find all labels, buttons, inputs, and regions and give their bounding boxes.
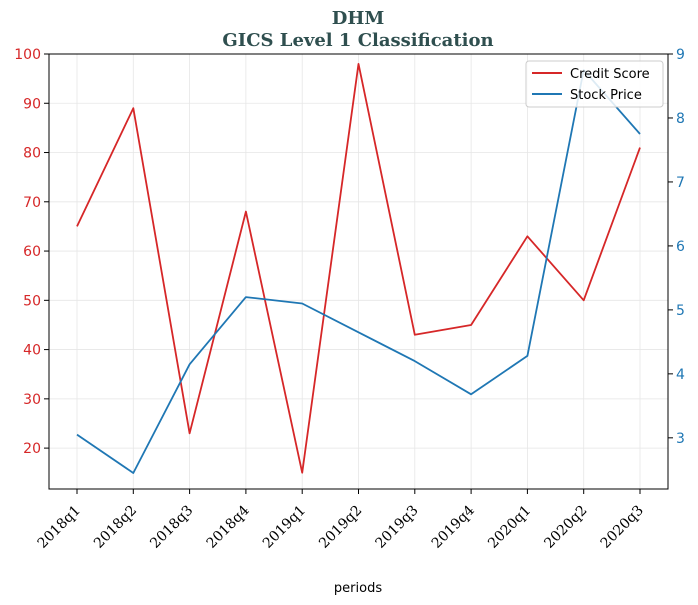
x-tick-label: 2019q2 <box>316 503 365 552</box>
legend-label-credit-score: Credit Score <box>570 67 650 82</box>
x-tick-label: 2020q3 <box>598 503 647 552</box>
series-layer <box>76 63 641 474</box>
x-tick-label: 2020q1 <box>485 503 534 552</box>
x-tick-label: 2019q3 <box>372 503 421 552</box>
y-right-tick-label: 3 <box>676 431 685 447</box>
y-left-tick-label: 70 <box>23 195 41 211</box>
x-tick-label: 2019q1 <box>260 503 309 552</box>
grid <box>49 53 668 489</box>
x-axis-label: periods <box>334 581 382 596</box>
y-left-tick-label: 30 <box>23 392 41 408</box>
y-left-tick-label: 100 <box>14 47 41 63</box>
y-left-tick-label: 40 <box>23 343 41 359</box>
x-axis: 2018q1 2018q2 2018q3 2018q4 2019q1 2019q2 2019… <box>35 489 647 552</box>
y-left-tick-label: 20 <box>23 441 41 457</box>
x-tick-label: 2018q3 <box>147 503 196 552</box>
x-tick-label: 2018q4 <box>204 502 253 551</box>
x-tick-label: 2018q1 <box>35 503 84 552</box>
y-axis-right: 3 4 5 6 7 8 9 <box>668 47 685 447</box>
y-left-tick-label: 80 <box>23 146 41 162</box>
y-axis-left: 20 30 40 50 60 70 80 90 100 <box>14 47 49 457</box>
y-right-tick-label: 4 <box>676 367 685 383</box>
chart-title: DHM <box>332 8 385 29</box>
legend-label-stock-price: Stock Price <box>570 88 642 103</box>
y-right-tick-label: 5 <box>676 303 685 319</box>
y-right-tick-label: 8 <box>676 111 685 127</box>
x-tick-label: 2018q2 <box>91 503 140 552</box>
legend: Credit Score Stock Price <box>525 60 664 108</box>
y-left-tick-label: 50 <box>23 293 41 309</box>
x-tick-label: 2019q4 <box>429 502 478 551</box>
y-right-tick-label: 7 <box>676 175 685 191</box>
y-left-tick-label: 90 <box>23 96 41 112</box>
series-line-stock-price <box>76 69 641 474</box>
y-left-tick-label: 60 <box>23 244 41 260</box>
y-right-tick-label: 6 <box>676 239 685 255</box>
x-tick-label: 2020q2 <box>541 503 590 552</box>
y-right-tick-label: 9 <box>676 47 685 63</box>
chart-subtitle: GICS Level 1 Classification <box>222 30 493 51</box>
